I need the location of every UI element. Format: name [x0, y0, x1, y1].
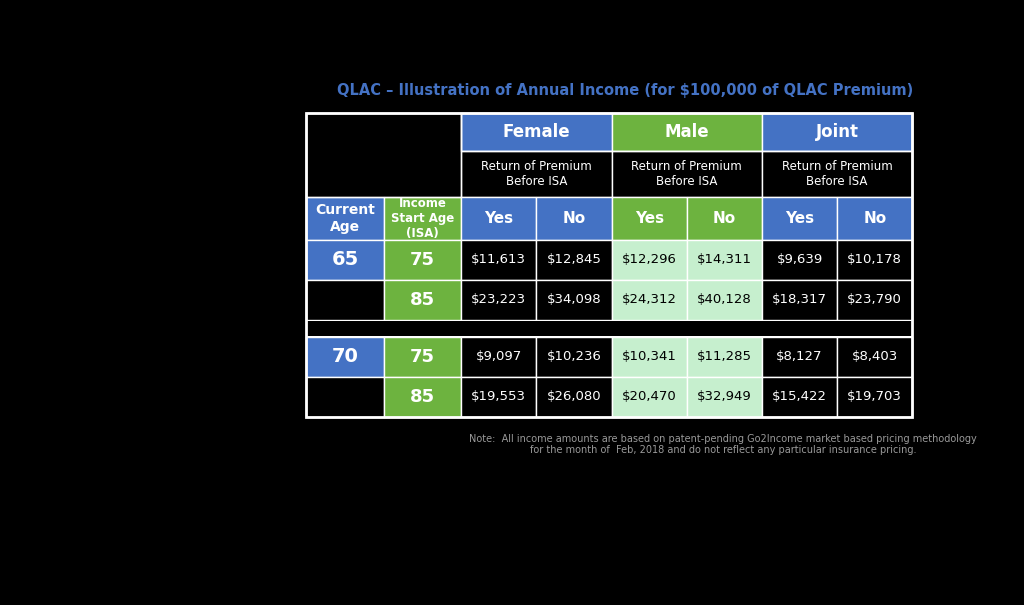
Text: Return of Premium
Before ISA: Return of Premium Before ISA: [632, 160, 742, 188]
Text: No: No: [863, 211, 887, 226]
Bar: [384, 337, 461, 377]
Bar: [762, 280, 838, 320]
Bar: [306, 113, 912, 417]
Bar: [306, 377, 384, 417]
Bar: [537, 240, 611, 280]
Bar: [762, 337, 838, 377]
Text: $10,236: $10,236: [547, 350, 601, 363]
Text: $34,098: $34,098: [547, 293, 601, 306]
Text: $18,317: $18,317: [772, 293, 827, 306]
Bar: [762, 197, 838, 240]
Text: 75: 75: [410, 250, 435, 269]
Text: $15,422: $15,422: [772, 390, 827, 404]
Text: $11,285: $11,285: [697, 350, 752, 363]
Bar: [306, 113, 461, 197]
Bar: [611, 240, 687, 280]
Bar: [461, 377, 537, 417]
Text: 65: 65: [332, 250, 358, 269]
Bar: [687, 197, 762, 240]
Bar: [611, 113, 762, 151]
Text: Joint: Joint: [816, 123, 859, 141]
Text: $19,553: $19,553: [471, 390, 526, 404]
Text: $24,312: $24,312: [622, 293, 677, 306]
Text: $23,223: $23,223: [471, 293, 526, 306]
Bar: [306, 197, 384, 240]
Bar: [306, 113, 461, 197]
Bar: [306, 240, 384, 280]
Text: $12,296: $12,296: [622, 253, 677, 266]
Text: Female: Female: [503, 123, 570, 141]
Text: QLAC – Illustration of Annual Income (for $100,000 of QLAC Premium): QLAC – Illustration of Annual Income (fo…: [337, 83, 913, 98]
Bar: [306, 336, 912, 337]
Bar: [384, 197, 461, 240]
Bar: [687, 337, 762, 377]
Text: $8,403: $8,403: [852, 350, 898, 363]
Text: $19,703: $19,703: [847, 390, 902, 404]
Bar: [537, 337, 611, 377]
Text: Yes: Yes: [785, 211, 814, 226]
Bar: [461, 113, 912, 151]
Bar: [762, 113, 912, 151]
Text: Male: Male: [665, 123, 709, 141]
Bar: [306, 320, 912, 321]
Bar: [611, 151, 762, 197]
Bar: [537, 197, 611, 240]
Text: 85: 85: [410, 291, 435, 309]
Bar: [306, 280, 384, 320]
Text: $10,178: $10,178: [847, 253, 902, 266]
Bar: [537, 280, 611, 320]
Bar: [838, 337, 912, 377]
Bar: [838, 197, 912, 240]
Text: $10,341: $10,341: [622, 350, 677, 363]
Bar: [687, 377, 762, 417]
Bar: [461, 151, 611, 197]
Bar: [461, 337, 537, 377]
Bar: [762, 377, 838, 417]
Bar: [306, 320, 912, 337]
Bar: [611, 280, 687, 320]
Bar: [384, 240, 461, 280]
Text: Yes: Yes: [484, 211, 513, 226]
Bar: [461, 197, 537, 240]
Bar: [461, 113, 611, 151]
Text: $8,127: $8,127: [776, 350, 823, 363]
Text: No: No: [562, 211, 586, 226]
Bar: [537, 377, 611, 417]
Text: $23,790: $23,790: [847, 293, 902, 306]
Text: $32,949: $32,949: [697, 390, 752, 404]
Bar: [838, 377, 912, 417]
Text: $12,845: $12,845: [547, 253, 601, 266]
Bar: [762, 151, 912, 197]
Text: Income
Start Age
(ISA): Income Start Age (ISA): [391, 197, 454, 240]
Text: $20,470: $20,470: [622, 390, 677, 404]
Text: 70: 70: [332, 347, 358, 366]
Bar: [461, 280, 537, 320]
Bar: [384, 280, 461, 320]
Bar: [687, 280, 762, 320]
Bar: [611, 337, 687, 377]
Bar: [687, 240, 762, 280]
Text: 75: 75: [410, 348, 435, 366]
Bar: [838, 280, 912, 320]
Text: 85: 85: [410, 388, 435, 406]
Text: $11,613: $11,613: [471, 253, 526, 266]
Text: No: No: [713, 211, 736, 226]
Text: Return of Premium
Before ISA: Return of Premium Before ISA: [481, 160, 592, 188]
Text: $9,097: $9,097: [476, 350, 522, 363]
Text: $26,080: $26,080: [547, 390, 601, 404]
Text: Note:  All income amounts are based on patent-pending Go2Income market based pri: Note: All income amounts are based on pa…: [469, 434, 977, 456]
Bar: [762, 240, 838, 280]
Bar: [838, 240, 912, 280]
Text: $9,639: $9,639: [776, 253, 822, 266]
Bar: [611, 197, 687, 240]
Text: Yes: Yes: [635, 211, 664, 226]
Bar: [306, 337, 384, 377]
Text: Current
Age: Current Age: [315, 203, 375, 234]
Text: Return of Premium
Before ISA: Return of Premium Before ISA: [781, 160, 893, 188]
Bar: [384, 377, 461, 417]
Text: $14,311: $14,311: [697, 253, 752, 266]
Text: $40,128: $40,128: [697, 293, 752, 306]
Bar: [611, 377, 687, 417]
Bar: [461, 240, 537, 280]
